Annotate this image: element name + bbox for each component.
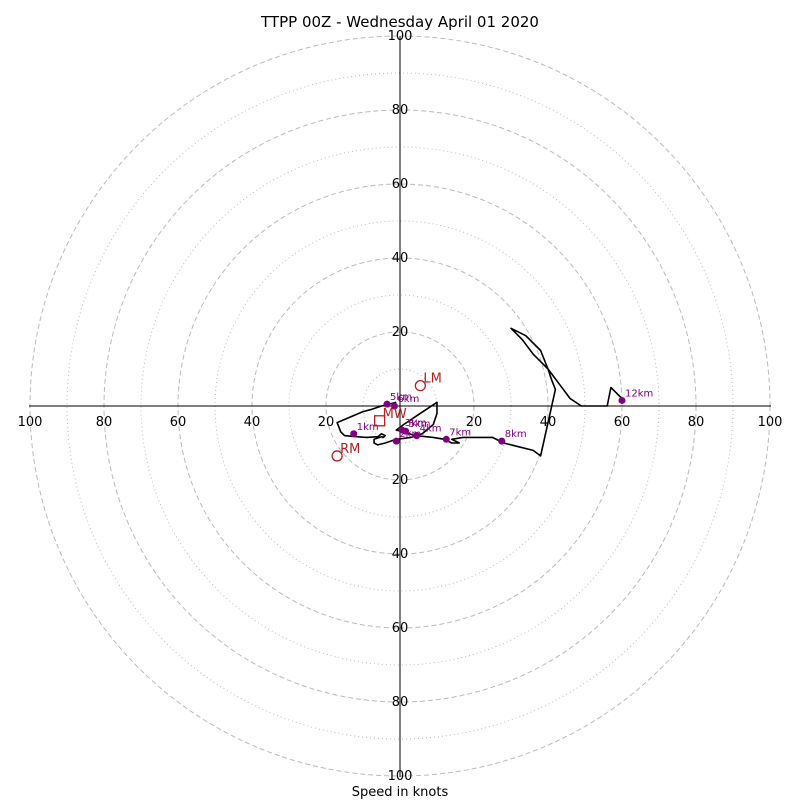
storm-motion-marker <box>414 379 427 392</box>
tick-label-right: 60 <box>614 415 631 430</box>
storm-motion-marker <box>373 415 386 427</box>
height-marker-dot <box>442 435 450 443</box>
storm-motion-markers: LM RM MW <box>331 372 442 462</box>
height-marker-label: 8km <box>505 429 527 440</box>
height-marker-dot <box>402 427 410 435</box>
storm-motion-label: LM <box>423 372 441 387</box>
tick-label-up: 60 <box>392 177 409 192</box>
height-marker-dot <box>390 402 398 410</box>
tick-label-up: 20 <box>392 325 409 340</box>
height-marker-dot <box>618 396 626 404</box>
tick-label-down: 80 <box>392 695 409 710</box>
height-marker-label: 7km <box>449 427 471 438</box>
storm-motion-marker <box>331 450 343 462</box>
tick-label-left: 40 <box>244 415 261 430</box>
height-marker-label: 3km <box>405 418 427 429</box>
tick-label-up: 100 <box>388 29 413 44</box>
wind-trace <box>336 327 623 457</box>
height-marker-label: 2km <box>399 429 421 440</box>
hodograph-axes <box>29 36 771 777</box>
height-marker-dot <box>383 400 391 408</box>
x-axis-label: Speed in knots <box>352 785 449 800</box>
height-marker-dot <box>498 437 506 445</box>
height-marker-label: 4km <box>420 424 442 435</box>
tick-label-left: 100 <box>18 415 43 430</box>
height-marker-label: 6km <box>397 394 419 405</box>
tick-label-down: 100 <box>388 769 413 784</box>
chart-title: TTPP 00Z - Wednesday April 01 2020 <box>260 13 539 31</box>
tick-label-left: 80 <box>96 415 113 430</box>
height-marker-label: 5km <box>390 392 412 403</box>
tick-label-down: 20 <box>392 473 409 488</box>
tick-label-up: 40 <box>392 251 409 266</box>
tick-label-down: 60 <box>392 621 409 636</box>
tick-label-up: 80 <box>392 103 409 118</box>
tick-label-right: 100 <box>758 415 783 430</box>
storm-motion-label: MW <box>383 407 407 422</box>
tick-label-down: 40 <box>392 547 409 562</box>
tick-label-right: 80 <box>688 415 705 430</box>
height-marker-label: 1km <box>357 422 379 433</box>
height-marker-dot <box>392 437 400 445</box>
wind-trace-line <box>336 327 623 457</box>
tick-label-left: 60 <box>170 415 187 430</box>
height-marker-label: 5km <box>409 419 431 430</box>
height-marker-label: 12km <box>625 388 653 399</box>
height-marker-dot <box>350 430 358 438</box>
tick-label-left: 20 <box>318 415 335 430</box>
storm-motion-label: RM <box>340 442 360 457</box>
height-marker-dot <box>413 432 421 440</box>
tick-label-right: 20 <box>466 415 483 430</box>
